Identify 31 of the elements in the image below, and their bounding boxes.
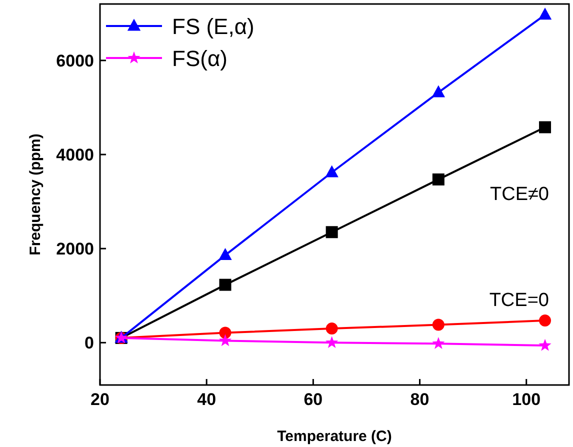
x-tick-label: 20 bbox=[90, 390, 110, 409]
point bbox=[432, 318, 444, 331]
y-tick-label: 6000 bbox=[56, 51, 94, 70]
y-tick-label: 4000 bbox=[56, 146, 94, 165]
point bbox=[432, 173, 444, 186]
x-tick-label: 60 bbox=[304, 390, 323, 409]
point bbox=[218, 334, 232, 346]
y-tick-label: 0 bbox=[84, 334, 94, 353]
point bbox=[326, 322, 338, 335]
point bbox=[219, 326, 232, 339]
point bbox=[326, 226, 338, 238]
annotation: TCE≠0 bbox=[490, 184, 549, 205]
x-tick-label: 100 bbox=[512, 390, 541, 409]
point bbox=[538, 338, 552, 351]
point bbox=[539, 314, 552, 327]
y-tick-label: 2000 bbox=[56, 240, 94, 259]
x-tick-label: 40 bbox=[197, 390, 216, 409]
point bbox=[326, 336, 338, 348]
point bbox=[219, 278, 232, 291]
point bbox=[539, 121, 552, 134]
legend-label: FS (E,α) bbox=[172, 14, 254, 39]
x-tick-label: 80 bbox=[410, 390, 430, 409]
legend-label: FS(α) bbox=[172, 46, 228, 71]
point bbox=[432, 337, 445, 349]
point bbox=[325, 165, 338, 178]
point bbox=[538, 8, 552, 20]
point bbox=[218, 248, 232, 260]
y-axis-title: Frequency (ppm) bbox=[27, 134, 44, 256]
annotation: TCE=0 bbox=[489, 290, 549, 311]
point bbox=[432, 85, 446, 98]
x-axis-title: Temperature (C) bbox=[277, 428, 392, 445]
